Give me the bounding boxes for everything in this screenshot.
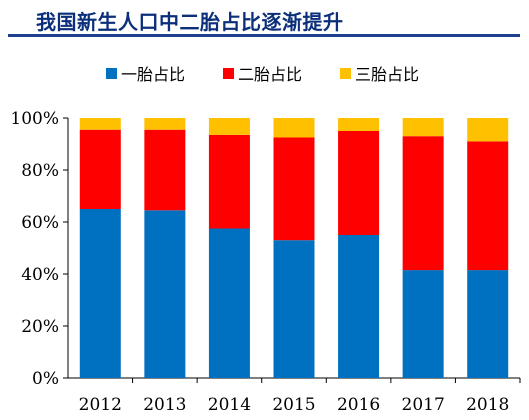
bar-2016-series-1 bbox=[338, 235, 380, 378]
x-tick-label: 2017 bbox=[402, 395, 445, 415]
y-tick-label: 100% bbox=[10, 109, 59, 129]
legend-label-2: 二胎占比 bbox=[238, 65, 302, 84]
bar-2018-series-1 bbox=[467, 270, 509, 378]
bar-2017-series-1 bbox=[402, 270, 444, 378]
bar-2014-series-1 bbox=[208, 228, 250, 378]
bar-2012-series-2 bbox=[79, 129, 121, 209]
x-tick-label: 2016 bbox=[337, 395, 380, 415]
y-tick-label: 60% bbox=[21, 213, 59, 233]
x-tick-label: 2013 bbox=[143, 395, 186, 415]
x-tick-label: 2012 bbox=[79, 395, 122, 415]
y-tick-label: 80% bbox=[21, 161, 59, 181]
legend: 一胎占比 二胎占比 三胎占比 bbox=[106, 65, 419, 84]
bar-2017-series-2 bbox=[402, 136, 444, 271]
x-tick-label: 2014 bbox=[208, 395, 251, 415]
bar-2013-series-3 bbox=[144, 118, 186, 130]
y-tick-label: 0% bbox=[32, 369, 59, 389]
bar-2014-series-2 bbox=[208, 134, 250, 229]
x-tick-labels: 2012 2013 2014 2015 2016 2017 2018 bbox=[79, 378, 521, 415]
chart-title: 我国新生人口中二胎占比逐渐提升 bbox=[36, 10, 344, 34]
legend-swatch-1 bbox=[106, 68, 117, 79]
legend-label-1: 一胎占比 bbox=[121, 65, 185, 84]
legend-swatch-3 bbox=[340, 68, 351, 79]
bar-2013-series-2 bbox=[144, 129, 186, 211]
bar-2017-series-3 bbox=[402, 118, 444, 137]
bar-2016-series-2 bbox=[338, 131, 380, 235]
bar-2018-series-2 bbox=[467, 141, 509, 271]
bar-2014-series-3 bbox=[208, 118, 250, 135]
title-underline bbox=[8, 34, 520, 37]
x-tick-label: 2018 bbox=[466, 395, 509, 415]
y-tick-labels: 0% 20% 40% 60% 80% 100% bbox=[10, 109, 68, 389]
bar-2015-series-2 bbox=[273, 137, 315, 241]
legend-swatch-2 bbox=[223, 68, 234, 79]
legend-label-3: 三胎占比 bbox=[355, 65, 419, 84]
bar-2018-series-3 bbox=[467, 118, 509, 142]
y-tick-label: 20% bbox=[21, 317, 59, 337]
bar-2012-series-1 bbox=[79, 209, 121, 378]
bars bbox=[79, 118, 509, 378]
x-tick-label: 2015 bbox=[272, 395, 315, 415]
bar-2015-series-3 bbox=[273, 118, 315, 138]
bar-2012-series-3 bbox=[79, 118, 121, 130]
bar-2013-series-1 bbox=[144, 210, 186, 378]
bar-2016-series-3 bbox=[338, 118, 380, 131]
bar-2015-series-1 bbox=[273, 240, 315, 378]
y-tick-label: 40% bbox=[21, 265, 59, 285]
